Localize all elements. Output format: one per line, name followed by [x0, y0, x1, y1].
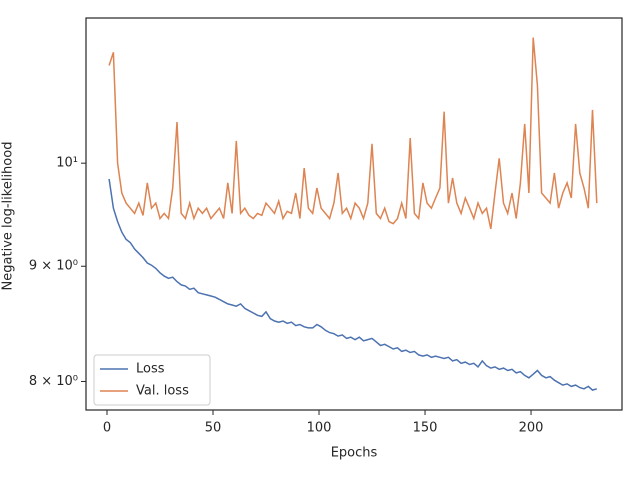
line: [108, 178, 598, 391]
legend-label: Loss: [136, 362, 165, 377]
x-tick-label: 200: [519, 421, 544, 436]
plot-frame: [85, 17, 623, 411]
legend-box: [93, 354, 211, 406]
y-tick-label: 8 × 10⁰: [29, 374, 78, 389]
y-axis-label: Negative log-likelihood: [1, 142, 16, 291]
x-tick-label: 150: [413, 421, 438, 436]
y-tick-label: 9 × 10⁰: [29, 259, 78, 274]
y-tick-label: 10¹: [56, 156, 78, 171]
legend-label: Val. loss: [136, 384, 189, 399]
x-axis-label: Epochs: [331, 446, 378, 461]
x-tick-label: 50: [205, 421, 222, 436]
line: [108, 37, 598, 230]
x-tick-label: 100: [307, 421, 332, 436]
x-tick-label: 0: [103, 421, 111, 436]
